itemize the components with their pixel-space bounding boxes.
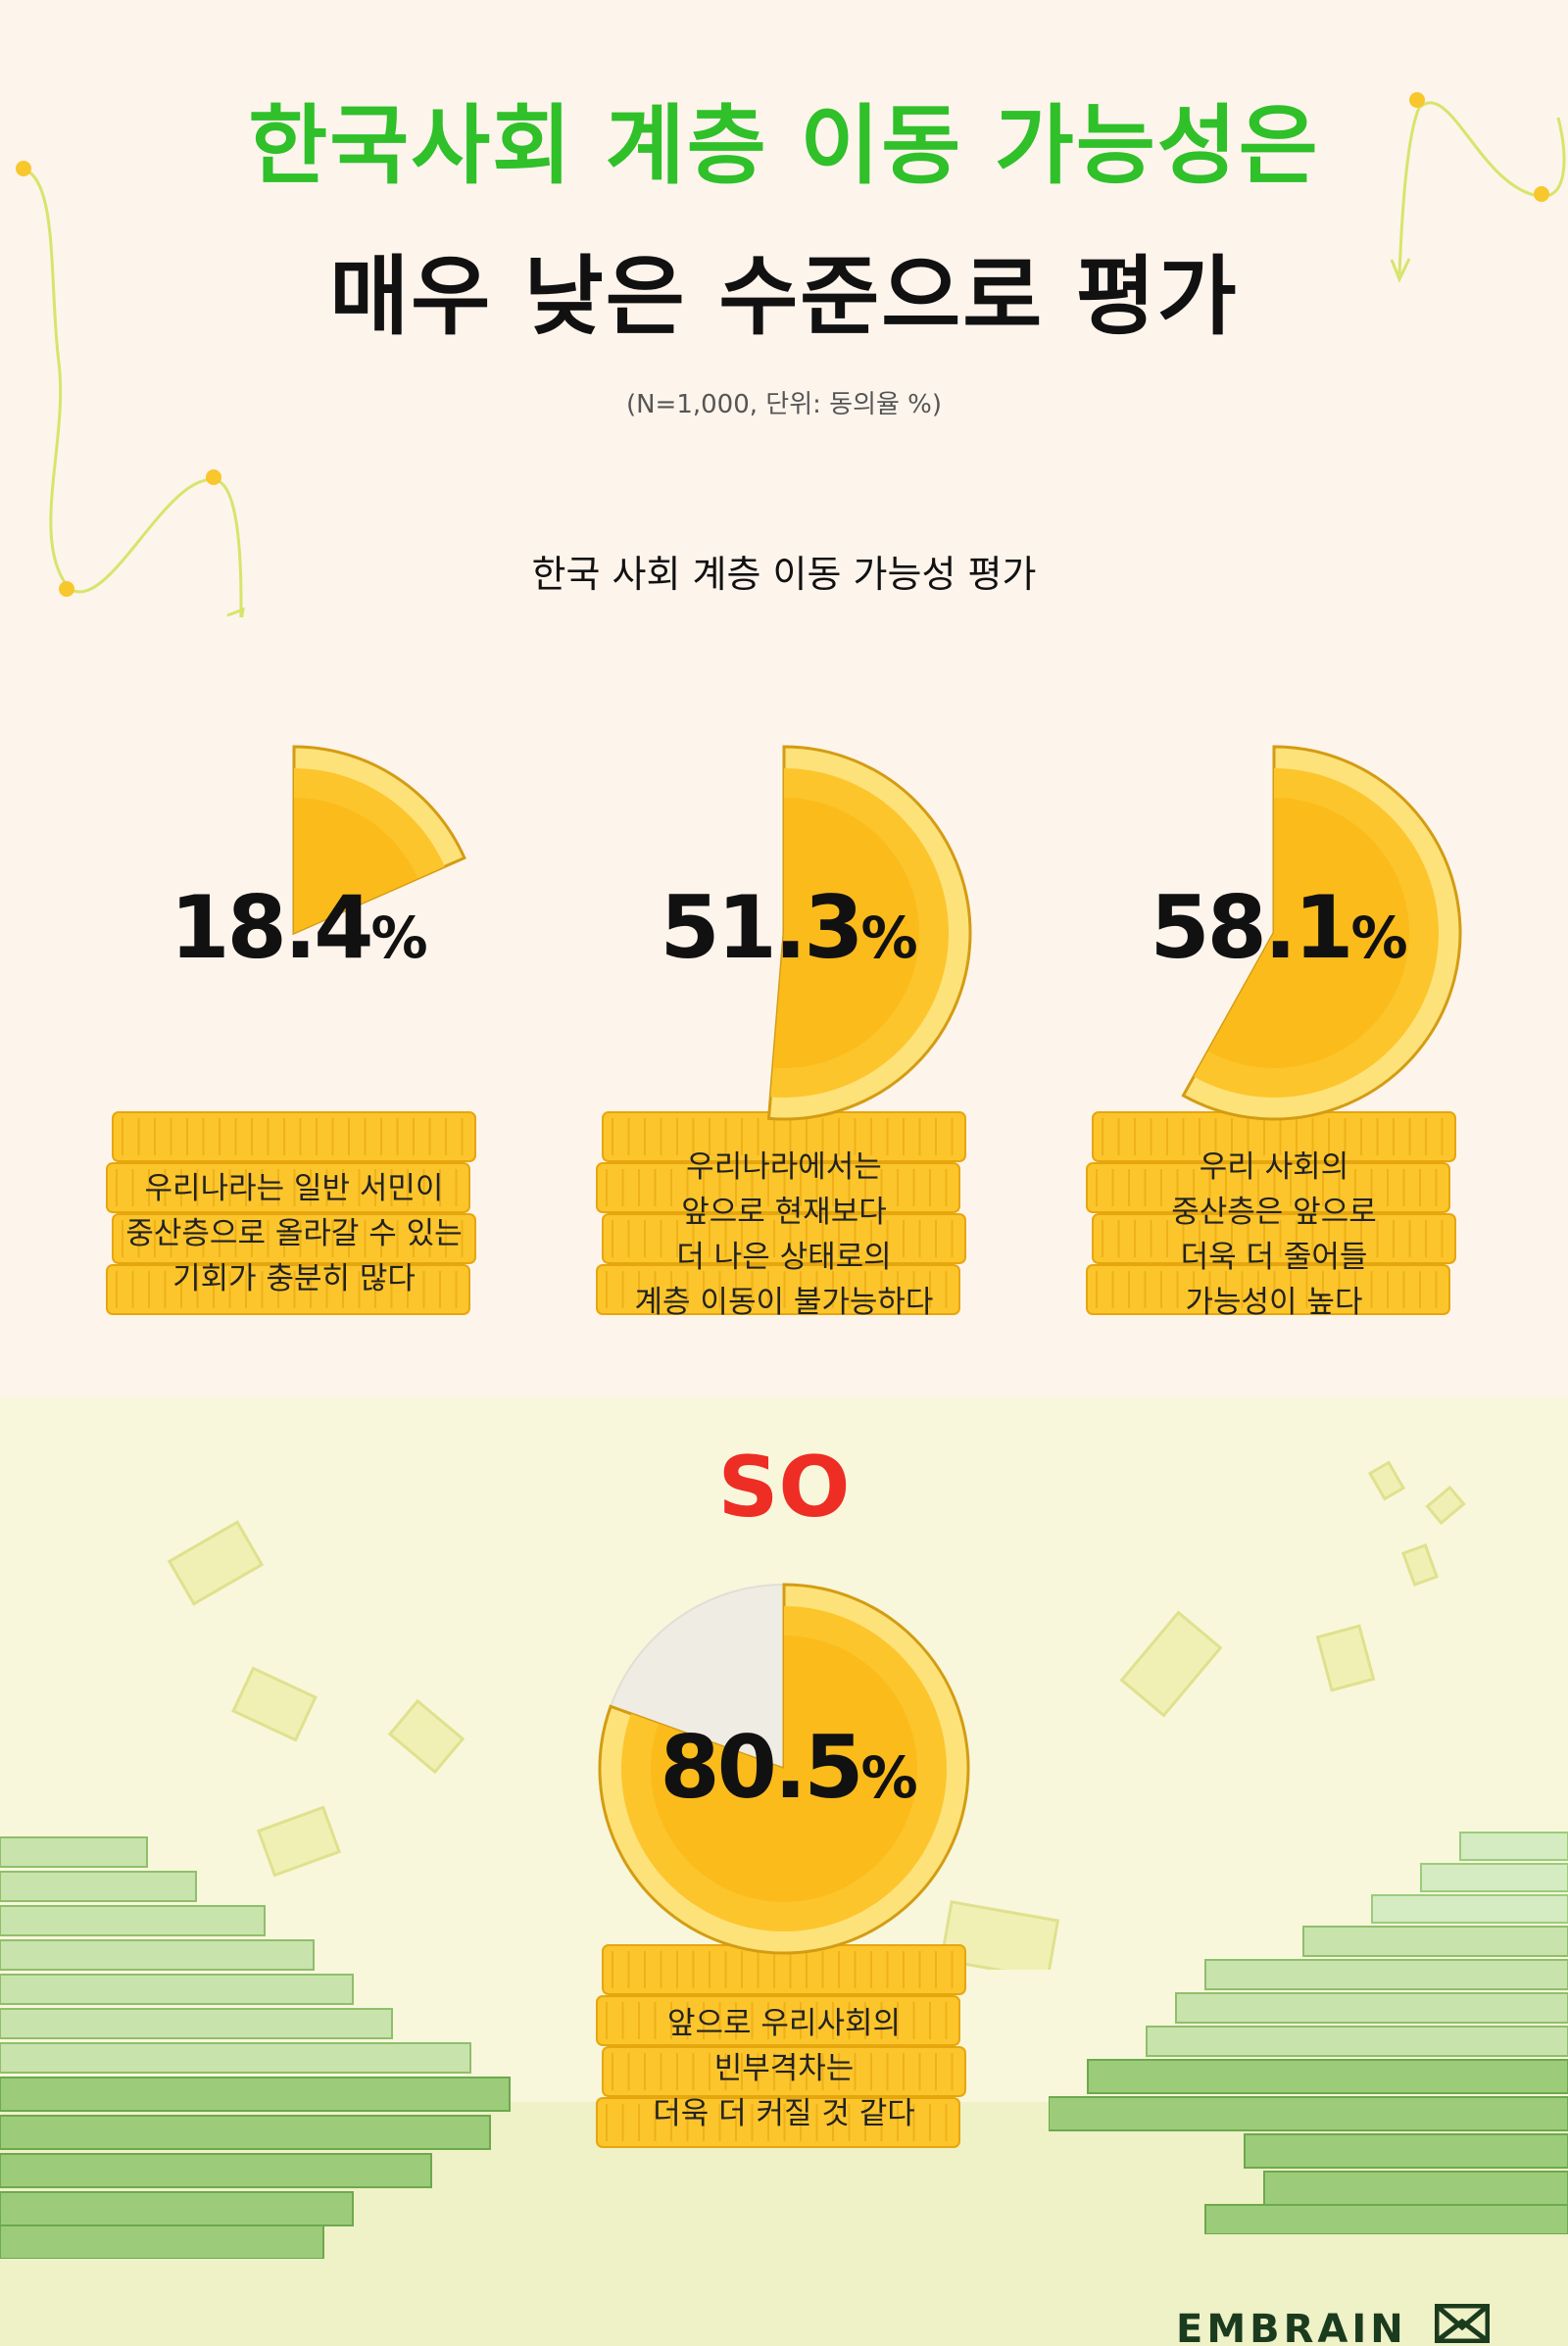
pct-number-4: 80.5 — [660, 1717, 863, 1818]
pct-value-1: 18.4% — [137, 877, 461, 978]
statement-1: 우리나라는 일반 서민이 중산층으로 올라갈 수 있는 기회가 충분히 많다 — [125, 1171, 463, 1296]
pct-unit-4: % — [860, 1744, 918, 1811]
brand-logo-icon — [1435, 2304, 1490, 2343]
chart-subtitle: 한국 사회 계층 이동 가능성 평가 — [531, 553, 1037, 596]
statement-3: 우리 사회의 중산층은 앞으로 더욱 더 줄어들 가능성이 높다 — [1171, 1149, 1377, 1320]
coin-1-inner — [294, 798, 418, 933]
pct-number-3: 58.1 — [1150, 877, 1353, 978]
coin-2-inner — [772, 798, 919, 1068]
coin-3-inner — [1207, 798, 1410, 1068]
statement-2: 우리나라에서는 앞으로 현재보다 더 나은 상태로의 계층 이동이 불가능하다 — [634, 1149, 934, 1320]
sample-note: (N=1,000, 단위: 동의율 %) — [625, 390, 943, 419]
pct-unit-3: % — [1350, 904, 1408, 971]
title-line-2: 매우 낮은 수준으로 평가 — [329, 246, 1239, 347]
money-stack-left — [0, 1836, 511, 2259]
coin-4-inner — [651, 1636, 918, 1902]
squiggle-right — [1390, 92, 1566, 283]
money-stack-right — [1049, 1832, 1568, 2234]
so-text: SO — [717, 1439, 851, 1537]
flying-bills — [167, 1460, 1466, 1970]
statement-4: 앞으로 우리사회의 빈부격차는 더욱 더 커질 것 같다 — [653, 2006, 915, 2131]
pct-value-2: 51.3% — [627, 877, 951, 978]
pct-number-1: 18.4 — [170, 877, 373, 978]
pct-unit-2: % — [860, 904, 918, 971]
pct-value-4: 80.5% — [627, 1717, 951, 1818]
stack-1-coin-1 — [112, 1111, 476, 1162]
brand-name: EMBRAIN — [1176, 2307, 1407, 2346]
pct-value-3: 58.1% — [1117, 877, 1441, 978]
pct-unit-1: % — [370, 904, 428, 971]
squiggle-left — [16, 161, 245, 617]
title-line-1: 한국사회 계층 이동 가능성은 — [248, 95, 1320, 196]
pct-number-2: 51.3 — [660, 877, 863, 978]
